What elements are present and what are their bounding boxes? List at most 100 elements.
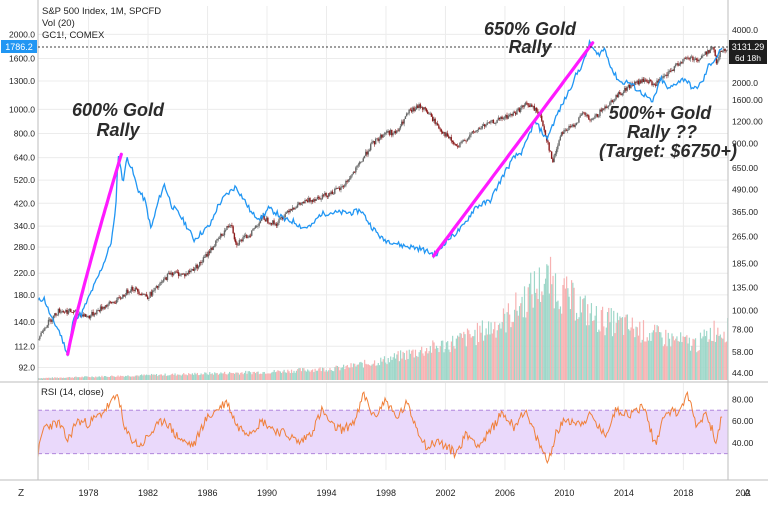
volume-bar (647, 340, 650, 380)
candle-body (477, 128, 480, 131)
volume-bar (697, 350, 699, 380)
candle-body (337, 187, 340, 189)
volume-bar (169, 375, 171, 380)
volume-bar (159, 374, 161, 380)
candle-body (527, 103, 529, 106)
candle-body (695, 58, 698, 60)
volume-bar (380, 357, 382, 380)
volume-bar (433, 342, 435, 380)
right-axis-tick-label: 1600.00 (732, 95, 763, 105)
volume-bar (509, 314, 511, 380)
volume-bar (98, 376, 101, 380)
candle-body (479, 128, 481, 130)
volume-bar (215, 373, 217, 380)
candle-body (186, 273, 189, 275)
volume-bar (230, 372, 232, 380)
candle-body (316, 197, 319, 200)
candle-body (279, 218, 281, 220)
volume-bar (44, 378, 46, 380)
candle-body (537, 111, 539, 115)
volume-bar (390, 356, 392, 380)
candle-body (433, 118, 435, 122)
candle-body (260, 216, 263, 221)
volume-bar (417, 356, 419, 380)
candle-body (684, 58, 687, 60)
volume-bar (204, 372, 206, 380)
candle-body (562, 132, 564, 134)
volume-bar (709, 327, 712, 380)
volume-bar (631, 317, 633, 380)
candle-body (144, 294, 146, 296)
candle-body (554, 153, 557, 156)
right-axis-tick-label: 100.00 (732, 305, 758, 315)
volume-bar (538, 267, 540, 380)
volume-bar (644, 341, 646, 380)
candle-body (632, 85, 635, 86)
candle-body (258, 222, 260, 226)
candle-body (541, 115, 543, 121)
volume-bar (688, 337, 690, 380)
candle-body (507, 115, 509, 119)
candle-body (450, 137, 452, 141)
candle-body (336, 187, 338, 189)
volume-bar (715, 334, 718, 380)
volume-bar (448, 349, 450, 380)
candle-body (500, 116, 502, 120)
timezone-button[interactable]: Z (18, 488, 24, 499)
candle-body (50, 319, 52, 322)
candle-body (716, 60, 719, 64)
volume-bar (621, 317, 624, 380)
candle-body (625, 88, 627, 91)
volume-bar (51, 377, 53, 380)
volume-bar (81, 376, 83, 380)
volume-bar (160, 374, 163, 380)
candle-body (295, 207, 298, 209)
volume-bar (583, 298, 585, 380)
volume-bar (533, 271, 536, 380)
volume-bar (504, 313, 506, 380)
volume-bar (615, 322, 617, 380)
volume-bar (97, 376, 99, 380)
candle-body (207, 251, 210, 257)
candle-body (516, 110, 518, 115)
volume-bar (458, 336, 460, 380)
candle-body (75, 310, 77, 311)
volume-bar (516, 310, 518, 380)
volume-bar (173, 374, 175, 380)
rally-segment-1 (66, 152, 123, 356)
candle-body (487, 122, 490, 124)
candle-body (428, 113, 430, 115)
right-axis-tick-label: 58.00 (732, 347, 754, 357)
candle-body (192, 269, 195, 271)
candle-body (198, 261, 201, 267)
volume-bar (179, 374, 181, 380)
candle-body (331, 191, 333, 194)
volume-bar (561, 313, 563, 380)
candle-body (621, 93, 623, 96)
candle-body (171, 272, 174, 276)
volume-bar (199, 374, 201, 380)
candle-body (350, 175, 352, 179)
volume-bar (137, 375, 139, 380)
candle-body (45, 327, 47, 329)
annotation-3-line3: (Target: $6750+) (599, 141, 737, 161)
volume-bar (465, 346, 467, 380)
volume-bar (505, 332, 507, 380)
auto-scale-button[interactable]: A (744, 488, 751, 499)
volume-bar (184, 374, 186, 380)
volume-bar (396, 354, 398, 380)
candle-body (108, 301, 110, 305)
volume-bar (719, 334, 721, 380)
candle-body (459, 142, 461, 148)
candle-body (269, 223, 272, 224)
candle-body (177, 272, 180, 276)
candle-body (309, 198, 311, 202)
candle-body (196, 264, 198, 269)
candle-body (86, 316, 88, 318)
candle-body (599, 109, 601, 116)
volume-bar (139, 375, 141, 380)
candle-body (534, 107, 537, 111)
volume-bar (706, 330, 708, 380)
candle-body (299, 202, 301, 205)
